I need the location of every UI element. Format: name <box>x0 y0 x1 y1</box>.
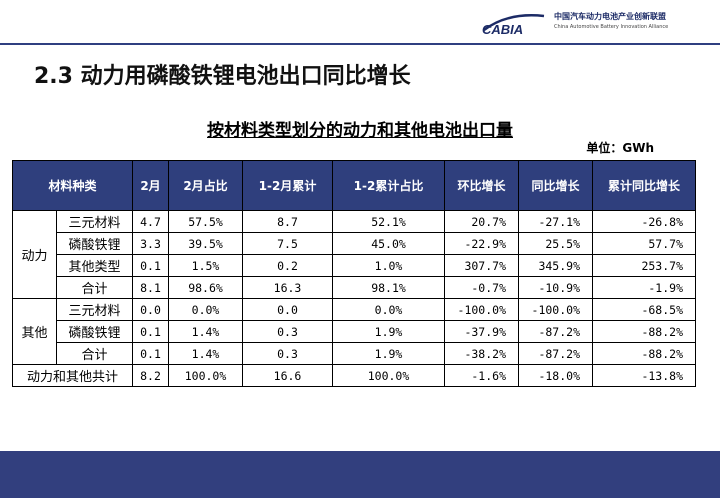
cell-mom: -22.9% <box>444 232 519 255</box>
cell-cum: 7.5 <box>242 232 333 255</box>
unit-label: 单位：GWh <box>586 141 654 155</box>
cell-cum-share: 52.1% <box>332 210 445 233</box>
cell-cum-yoy: -1.9% <box>592 276 696 299</box>
cell-cum: 0.3 <box>242 320 333 343</box>
cell-feb: 0.0 <box>132 298 169 321</box>
header-bar: CABIA 中国汽车动力电池产业创新联盟 China Automotive Ba… <box>0 0 720 44</box>
cell-cum: 0.2 <box>242 254 333 277</box>
group-label-power: 动力 <box>12 210 57 299</box>
cell-yoy: 25.5% <box>518 232 593 255</box>
cell-mom: -37.9% <box>444 320 519 343</box>
cell-feb: 0.1 <box>132 342 169 365</box>
cell-yoy: -100.0% <box>518 298 593 321</box>
cabia-logo: CABIA 中国汽车动力电池产业创新联盟 China Automotive Ba… <box>478 10 708 38</box>
cell-cum-share: 98.1% <box>332 276 445 299</box>
cell-mom: -1.6% <box>444 364 519 387</box>
row-type: 磷酸铁锂 <box>56 232 133 255</box>
cell-feb-share: 98.6% <box>168 276 243 299</box>
col-header-mom: 环比增长 <box>444 160 519 211</box>
cell-mom: 307.7% <box>444 254 519 277</box>
cell-feb-share: 39.5% <box>168 232 243 255</box>
cell-cum: 0.0 <box>242 298 333 321</box>
cell-yoy: -18.0% <box>518 364 593 387</box>
cell-cum-share: 45.0% <box>332 232 445 255</box>
cell-yoy: -27.1% <box>518 210 593 233</box>
cell-feb-share: 1.4% <box>168 320 243 343</box>
table-row: 磷酸铁锂 3.3 39.5% 7.5 45.0% -22.9% 25.5% 57… <box>13 232 696 255</box>
cell-cum-share: 100.0% <box>332 364 445 387</box>
table-total-row: 动力和其他共计 8.2 100.0% 16.6 100.0% -1.6% -18… <box>12 364 696 387</box>
cell-cum: 0.3 <box>242 342 333 365</box>
slide-title: 2.3 动力用磷酸铁锂电池出口同比增长 <box>34 64 411 89</box>
row-type: 三元材料 <box>56 210 133 233</box>
cell-cum: 16.3 <box>242 276 333 299</box>
cell-feb: 8.1 <box>132 276 169 299</box>
col-header-cum: 1-2月累计 <box>242 160 333 211</box>
cell-cum-share: 1.9% <box>332 342 445 365</box>
cell-cum-yoy: 57.7% <box>592 232 696 255</box>
col-header-material: 材料种类 <box>12 160 133 211</box>
row-type: 三元材料 <box>56 298 133 321</box>
cell-mom: -38.2% <box>444 342 519 365</box>
table-title: 按材料类型划分的动力和其他电池出口量 <box>207 121 513 141</box>
table-row: 其他类型 0.1 1.5% 0.2 1.0% 307.7% 345.9% 253… <box>13 254 696 277</box>
cell-yoy: -87.2% <box>518 342 593 365</box>
cell-feb: 4.7 <box>132 210 169 233</box>
cell-mom: -0.7% <box>444 276 519 299</box>
table-row: 磷酸铁锂 0.1 1.4% 0.3 1.9% -37.9% -87.2% -88… <box>13 320 696 343</box>
logo-name-en: China Automotive Battery Innovation Alli… <box>554 24 669 30</box>
export-table: 材料种类 2月 2月占比 1-2月累计 1-2累计占比 环比增长 同比增长 累计… <box>12 160 696 387</box>
cell-cum-share: 1.0% <box>332 254 445 277</box>
col-header-feb-share: 2月占比 <box>168 160 243 211</box>
row-type: 合计 <box>56 342 133 365</box>
col-header-feb: 2月 <box>132 160 169 211</box>
row-type: 合计 <box>56 276 133 299</box>
header-divider <box>0 43 720 45</box>
group-label-other: 其他 <box>12 298 57 365</box>
table-row: 动力 三元材料 4.7 57.5% 8.7 52.1% 20.7% -27.1%… <box>12 210 696 299</box>
table-row: 合计 0.1 1.4% 0.3 1.9% -38.2% -87.2% -88.2… <box>13 342 696 365</box>
row-type: 其他类型 <box>56 254 133 277</box>
cell-cum: 16.6 <box>242 364 333 387</box>
table-row: 其他 三元材料 0.0 0.0% 0.0 0.0% -100.0% -100.0… <box>12 298 696 365</box>
col-header-cum-share: 1-2累计占比 <box>332 160 445 211</box>
cell-cum-share: 0.0% <box>332 298 445 321</box>
cell-yoy: -10.9% <box>518 276 593 299</box>
total-label: 动力和其他共计 <box>12 364 133 387</box>
cell-feb-share: 0.0% <box>168 298 243 321</box>
cell-feb-share: 57.5% <box>168 210 243 233</box>
cell-feb: 3.3 <box>132 232 169 255</box>
table-header-row: 材料种类 2月 2月占比 1-2月累计 1-2累计占比 环比增长 同比增长 累计… <box>12 160 696 211</box>
cell-cum-yoy: -13.8% <box>592 364 696 387</box>
logo-mark: CABIA <box>482 22 523 37</box>
table-row: 合计 8.1 98.6% 16.3 98.1% -0.7% -10.9% -1.… <box>13 276 696 299</box>
cell-cum: 8.7 <box>242 210 333 233</box>
cell-feb-share: 1.4% <box>168 342 243 365</box>
cell-yoy: -87.2% <box>518 320 593 343</box>
cell-cum-share: 1.9% <box>332 320 445 343</box>
cell-yoy: 345.9% <box>518 254 593 277</box>
cell-feb: 0.1 <box>132 320 169 343</box>
cell-mom: 20.7% <box>444 210 519 233</box>
cell-cum-yoy: 253.7% <box>592 254 696 277</box>
cell-feb-share: 1.5% <box>168 254 243 277</box>
cell-cum-yoy: -68.5% <box>592 298 696 321</box>
row-type: 磷酸铁锂 <box>56 320 133 343</box>
cell-cum-yoy: -26.8% <box>592 210 696 233</box>
cell-feb: 0.1 <box>132 254 169 277</box>
col-header-yoy: 同比增长 <box>518 160 593 211</box>
cell-feb: 8.2 <box>132 364 169 387</box>
footer-bar <box>0 451 720 498</box>
logo-name-cn: 中国汽车动力电池产业创新联盟 <box>554 12 666 21</box>
col-header-cum-yoy: 累计同比增长 <box>592 160 696 211</box>
cell-cum-yoy: -88.2% <box>592 342 696 365</box>
cabia-logo-icon: CABIA <box>482 14 545 37</box>
cell-cum-yoy: -88.2% <box>592 320 696 343</box>
cell-feb-share: 100.0% <box>168 364 243 387</box>
cell-mom: -100.0% <box>444 298 519 321</box>
